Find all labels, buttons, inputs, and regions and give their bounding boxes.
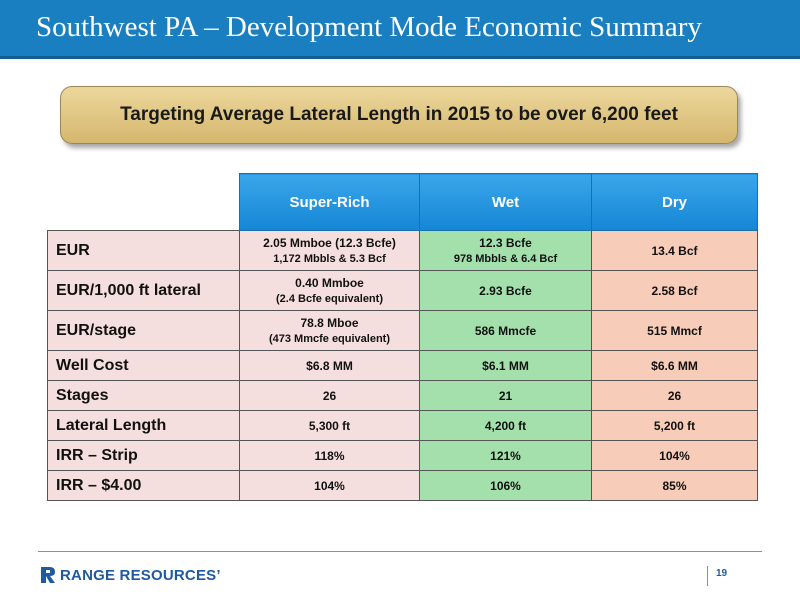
row-label: EUR/1,000 ft lateral [47,270,240,311]
cell-super-rich: $6.8 MM [239,350,420,381]
cell-value: 515 Mmcf [647,323,702,338]
table-row: IRR – $4.00 104% 106% 85% [47,470,758,501]
title-bar: Southwest PA – Development Mode Economic… [0,0,800,59]
cell-wet: $6.1 MM [419,350,592,381]
cell-value: 0.40 Mmboe [295,276,364,290]
cell-wet: 4,200 ft [419,410,592,441]
cell-wet: 2.93 Bcfe [419,270,592,311]
table-row: EUR/stage 78.8 Mboe (473 Mmcfe equivalen… [47,310,758,351]
row-label: Stages [47,380,240,411]
page-number-divider [707,566,708,586]
cell-wet: 121% [419,440,592,471]
table-row: EUR 2.05 Mmboe (12.3 Bcfe) 1,172 Mbbls &… [47,230,758,271]
table-row: EUR/1,000 ft lateral 0.40 Mmboe (2.4 Bcf… [47,270,758,311]
cell-super-rich: 26 [239,380,420,411]
row-label: IRR – $4.00 [47,470,240,501]
cell-super-rich: 2.05 Mmboe (12.3 Bcfe) 1,172 Mbbls & 5.3… [239,230,420,271]
row-label: IRR – Strip [47,440,240,471]
cell-dry: 5,200 ft [591,410,758,441]
cell-super-rich: 5,300 ft [239,410,420,441]
cell-wet: 106% [419,470,592,501]
cell-subvalue: (2.4 Bcfe equivalent) [276,293,383,305]
table-row: Stages 26 21 26 [47,380,758,411]
footer-divider [38,551,762,552]
cell-wet: 21 [419,380,592,411]
cell-dry: 2.58 Bcf [591,270,758,311]
table-corner [48,174,240,231]
cell-super-rich: 118% [239,440,420,471]
column-header-super-rich: Super-Rich [239,173,420,231]
table-row: Well Cost $6.8 MM $6.1 MM $6.6 MM [47,350,758,381]
cell-value: 2.58 Bcf [651,283,698,298]
cell-value: 13.4 Bcf [651,243,698,258]
cell-subvalue: 1,172 Mbbls & 5.3 Bcf [273,253,386,265]
cell-value: 12.3 Bcfe [479,236,532,250]
cell-subvalue: (473 Mmcfe equivalent) [268,333,391,345]
cell-dry: 104% [591,440,758,471]
callout-banner: Targeting Average Lateral Length in 2015… [60,86,738,144]
cell-value: 586 Mmcfe [474,323,537,338]
row-label: Lateral Length [47,410,240,441]
cell-super-rich: 0.40 Mmboe (2.4 Bcfe equivalent) [239,270,420,311]
table-row: IRR – Strip 118% 121% 104% [47,440,758,471]
cell-value: 2.05 Mmboe (12.3 Bcfe) [263,236,396,250]
company-logo: RANGE RESOURCES’ [40,565,221,585]
cell-super-rich: 104% [239,470,420,501]
cell-dry: $6.6 MM [591,350,758,381]
cell-wet: 12.3 Bcfe 978 Mbbls & 6.4 Bcf [419,230,592,271]
row-label: EUR/stage [47,310,240,351]
cell-dry: 13.4 Bcf [591,230,758,271]
cell-dry: 515 Mmcf [591,310,758,351]
cell-dry: 26 [591,380,758,411]
row-label: EUR [47,230,240,271]
column-header-wet: Wet [419,173,592,231]
column-header-dry: Dry [591,173,758,231]
slide-title: Southwest PA – Development Mode Economic… [36,11,702,43]
page-number: 19 [716,568,728,579]
cell-value: 2.93 Bcfe [479,283,532,298]
range-logo-icon [40,566,56,584]
cell-subvalue: 978 Mbbls & 6.4 Bcf [453,253,558,265]
cell-dry: 85% [591,470,758,501]
cell-value: 78.8 Mboe [300,316,359,330]
row-label: Well Cost [47,350,240,381]
cell-wet: 586 Mmcfe [419,310,592,351]
logo-wordmark: RANGE RESOURCES’ [60,566,221,584]
economic-summary-table: Super-Rich Wet Dry EUR 2.05 Mmboe (12.3 … [47,173,758,501]
cell-super-rich: 78.8 Mboe (473 Mmcfe equivalent) [239,310,420,351]
table-row: Lateral Length 5,300 ft 4,200 ft 5,200 f… [47,410,758,441]
callout-text: Targeting Average Lateral Length in 2015… [120,104,678,125]
